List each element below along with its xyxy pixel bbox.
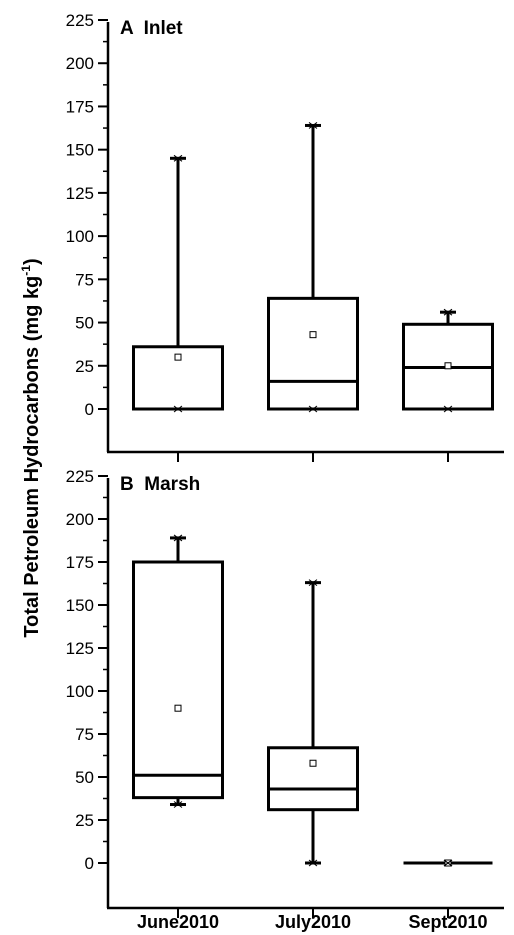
panel-marsh: 0 25 50 75 100 125 150 175 200 225 B Marsh bbox=[66, 467, 504, 918]
mean-marker bbox=[309, 759, 317, 767]
min-marker bbox=[173, 801, 183, 808]
box-July2010 bbox=[267, 579, 359, 867]
y-tick-label: 75 bbox=[75, 270, 94, 289]
min-marker bbox=[308, 859, 318, 867]
y-tick-label: 0 bbox=[85, 854, 94, 873]
min-marker bbox=[173, 405, 183, 413]
y-axis-label-close: ) bbox=[21, 258, 43, 265]
max-marker bbox=[308, 579, 318, 587]
min-marker bbox=[443, 405, 453, 413]
min-marker bbox=[308, 405, 318, 413]
y-tick-label: 25 bbox=[75, 811, 94, 830]
max-marker bbox=[308, 122, 318, 129]
min-marker-stroke bbox=[308, 405, 318, 413]
max-marker-stroke bbox=[443, 859, 453, 867]
y-axis-label-superscript: -1 bbox=[19, 265, 33, 276]
max-marker bbox=[173, 534, 183, 542]
y-tick-label: 100 bbox=[66, 227, 94, 246]
x-tick-label: July2010 bbox=[275, 912, 351, 932]
max-marker-stroke bbox=[443, 308, 453, 316]
max-marker bbox=[443, 859, 453, 867]
panel-title: A Inlet bbox=[120, 18, 183, 39]
mean-marker bbox=[309, 331, 317, 339]
box-iqr bbox=[132, 560, 224, 800]
panel-inlet: 0 25 50 75 100 125 150 175 200 225 A Inlet bbox=[66, 11, 504, 462]
box-iqr bbox=[267, 296, 359, 411]
box-Sept2010 bbox=[402, 308, 494, 413]
y-tick-label: 200 bbox=[66, 54, 94, 73]
y-tick-label: 75 bbox=[75, 725, 94, 744]
max-marker bbox=[443, 308, 453, 316]
min-marker-stroke bbox=[308, 859, 318, 867]
min-marker-stroke bbox=[443, 405, 453, 413]
x-tick-label: Sept2010 bbox=[408, 912, 487, 932]
max-marker-stroke bbox=[173, 534, 183, 542]
x-tick-label: June2010 bbox=[137, 912, 219, 932]
y-axis-label-text: Total Petroleum Hydrocarbons (mg kg bbox=[21, 276, 43, 638]
y-tick-label: 200 bbox=[66, 510, 94, 529]
y-tick-label: 150 bbox=[66, 141, 94, 160]
y-tick-label: 125 bbox=[66, 639, 94, 658]
y-tick-label: 225 bbox=[66, 467, 94, 486]
box-June2010 bbox=[132, 154, 224, 413]
y-tick-label: 125 bbox=[66, 184, 94, 203]
y-tick-label: 0 bbox=[85, 400, 94, 419]
box-iqr bbox=[267, 746, 359, 812]
y-tick-label: 100 bbox=[66, 682, 94, 701]
y-tick-label: 50 bbox=[75, 768, 94, 787]
y-tick-label: 175 bbox=[66, 553, 94, 572]
mean-marker bbox=[174, 704, 182, 712]
y-tick-label: 150 bbox=[66, 596, 94, 615]
max-marker-stroke bbox=[173, 154, 183, 162]
mean-marker bbox=[174, 353, 182, 361]
min-marker-stroke bbox=[173, 405, 183, 413]
box-Sept2010 bbox=[403, 859, 493, 867]
max-marker bbox=[173, 154, 183, 162]
mean-marker bbox=[444, 362, 452, 370]
panel-title: B Marsh bbox=[120, 474, 200, 495]
min-marker-stroke bbox=[173, 801, 183, 808]
box-June2010 bbox=[132, 534, 224, 808]
y-tick-label: 225 bbox=[66, 11, 94, 30]
y-tick-label: 175 bbox=[66, 97, 94, 116]
y-axis-label: Total Petroleum Hydrocarbons (mg kg-1) bbox=[19, 258, 43, 637]
max-marker-stroke bbox=[308, 579, 318, 587]
box-July2010 bbox=[267, 122, 359, 413]
y-tick-label: 25 bbox=[75, 357, 94, 376]
y-tick-label: 50 bbox=[75, 314, 94, 333]
max-marker-stroke bbox=[308, 122, 318, 129]
